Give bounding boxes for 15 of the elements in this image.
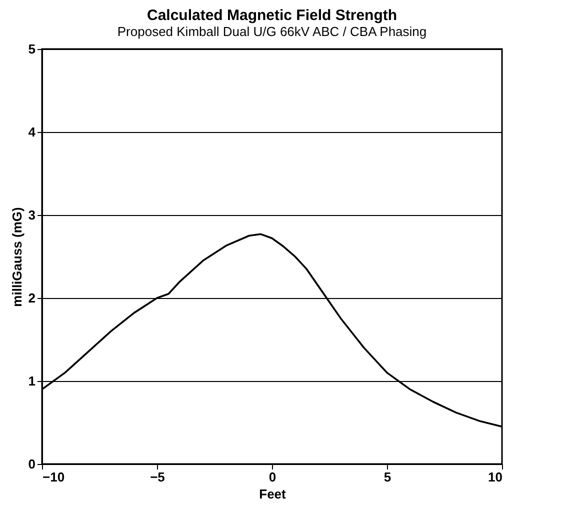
y-tick-label: 0 [28,456,36,472]
y-tick-label: 5 [28,42,36,56]
y-axis-title: milliGauss (mG) [9,207,24,307]
y-tick-label: 1 [28,374,36,388]
x-tick-label: 5 [384,470,392,484]
x-tick-label: 10 [488,470,502,484]
x-tick-label: −10 [42,470,65,484]
x-axis-title: Feet [259,486,287,502]
y-tick-label: 2 [28,290,36,306]
chart-title: Calculated Magnetic Field Strength [146,7,398,24]
y-tick-label: 4 [28,124,36,140]
x-tick-label: 0 [268,470,276,484]
x-tick-label: −5 [150,470,165,484]
chart-subtitle: Proposed Kimball Dual U/G 66kV ABC / CBA Phasing [117,24,427,39]
y-tick-label: 3 [28,208,36,222]
